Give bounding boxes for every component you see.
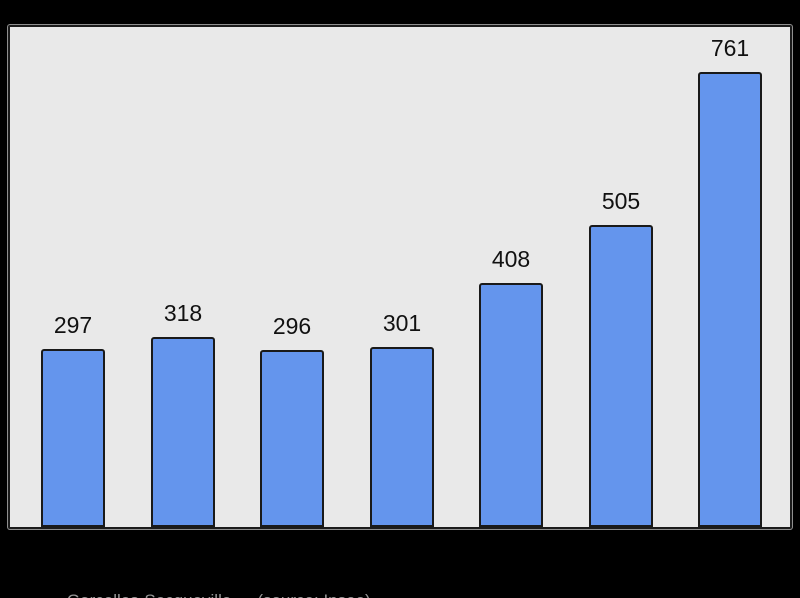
bar — [589, 225, 653, 527]
bar — [479, 283, 543, 527]
bar-value-label: 301 — [382, 310, 422, 336]
bar — [151, 337, 215, 527]
chart-caption: Garcelles-Secqueville (source: Insee) — [48, 571, 371, 598]
caption-source: (source: Insee) — [257, 591, 370, 598]
bar-value-label: 296 — [272, 313, 312, 339]
caption-place: Garcelles-Secqueville — [67, 591, 231, 598]
bar-value-label: 505 — [601, 188, 641, 214]
bar-value-label: 408 — [491, 246, 531, 272]
bar-value-label: 297 — [53, 312, 93, 338]
bar — [260, 350, 324, 527]
plot-area: 297 318 296 301 408 505 761 — [8, 25, 792, 529]
bar-value-label: 318 — [163, 300, 203, 326]
bar-series: 297 318 296 301 408 505 761 — [10, 27, 790, 527]
bar-value-label: 761 — [710, 35, 750, 61]
bar — [370, 347, 434, 527]
bar — [41, 349, 105, 527]
bar — [698, 72, 762, 527]
